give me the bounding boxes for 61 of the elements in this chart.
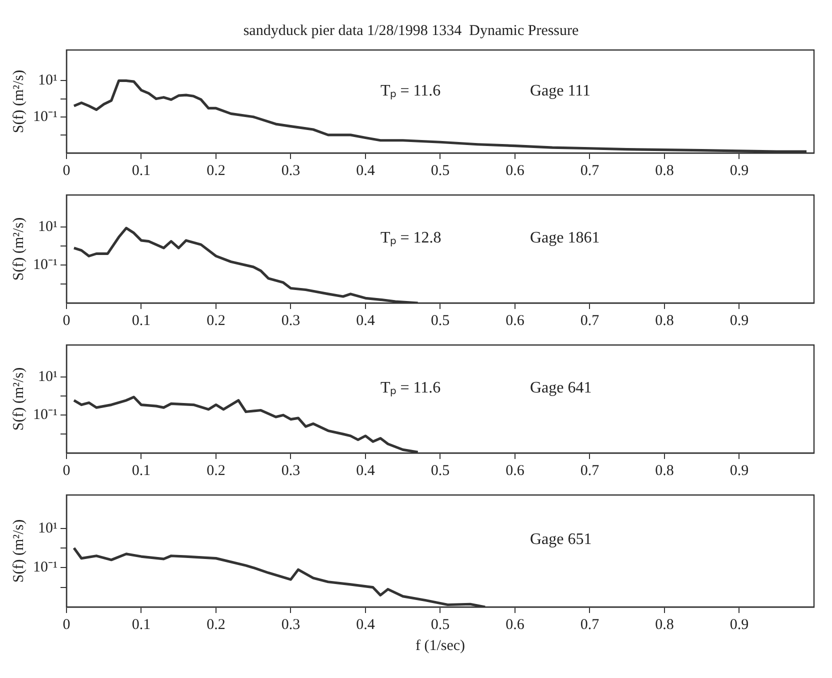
annotation: Gage 651 [530,531,592,548]
x-tick-label: 0 [62,312,70,329]
x-tick-label: 0.7 [580,312,600,329]
x-tick-label: 0.8 [655,462,674,479]
x-tick-label: 0.7 [580,616,600,633]
chart-title: sandyduck pier data 1/28/1998 1334 Dynamic Pressure [243,22,580,39]
x-tick-label: 0.9 [730,616,749,633]
x-axis-title: f (1/sec) [415,638,466,654]
x-tick-label: 0.4 [356,162,376,179]
x-tick-label: 0 [62,462,70,479]
y-tick-label: 10⁻¹ [32,257,58,274]
x-tick-label: 0.2 [206,312,226,329]
y-tick-label: 10¹ [38,72,58,89]
x-tick-label: 0.3 [281,462,300,479]
x-tick-label: 0.6 [506,616,525,633]
y-axis-title: S(f) (m²/s) [10,217,27,281]
x-tick-label: 0.6 [506,312,525,329]
x-tick-label: 0.3 [281,616,300,633]
y-tick-label: 10¹ [38,369,58,386]
x-tick-label: 0.2 [206,162,226,179]
x-tick-label: 0.2 [206,462,226,479]
x-tick-label: 0.8 [655,162,674,179]
x-tick-label: 0.4 [356,616,376,633]
y-tick-label: 10¹ [38,219,58,236]
annotation: Gage 1861 [530,229,600,246]
annotation: Gage 641 [530,379,592,396]
x-tick-label: 0.9 [730,312,749,329]
y-tick-label: 10¹ [38,520,58,536]
x-tick-label: 0.4 [356,462,376,479]
annotation: Tₚ = 12.8 [380,229,442,246]
x-tick-label: 0.5 [430,462,450,479]
x-tick-label: 0.5 [430,312,450,329]
x-tick-label: 0.4 [356,312,376,329]
y-axis-title: S(f) (m²/s) [10,367,27,431]
x-tick-label: 0 [62,162,70,179]
annotation: Gage 111 [530,82,591,100]
y-axis-title: S(f) (m²/s) [10,519,27,583]
y-tick-label: 10⁻¹ [32,407,58,424]
x-tick-label: 0.6 [506,162,525,179]
x-tick-label: 0.1 [132,162,151,179]
x-tick-label: 0.3 [281,312,300,329]
y-tick-label: 10⁻¹ [32,560,58,576]
x-tick-label: 0.5 [430,616,450,633]
y-axis-title: S(f) (m²/s) [10,70,27,134]
x-tick-label: 0.5 [430,162,450,179]
x-tick-label: 0.7 [580,462,600,479]
x-tick-label: 0.1 [132,616,151,633]
x-tick-label: 0.8 [655,312,674,329]
annotation: Tₚ = 11.6 [380,82,441,100]
x-tick-label: 0.1 [132,462,151,479]
x-tick-label: 0.6 [506,462,525,479]
annotation: Tₚ = 11.6 [380,379,441,396]
x-tick-label: 0.9 [730,462,749,479]
x-tick-label: 0.3 [281,162,300,179]
x-tick-label: 0.8 [655,616,674,633]
x-tick-label: 0.7 [580,162,600,179]
x-tick-label: 0.9 [730,162,749,179]
x-tick-label: 0.2 [206,616,226,633]
y-tick-label: 10⁻¹ [32,108,58,125]
x-tick-label: 0 [62,616,70,633]
x-tick-label: 0.1 [132,312,151,329]
